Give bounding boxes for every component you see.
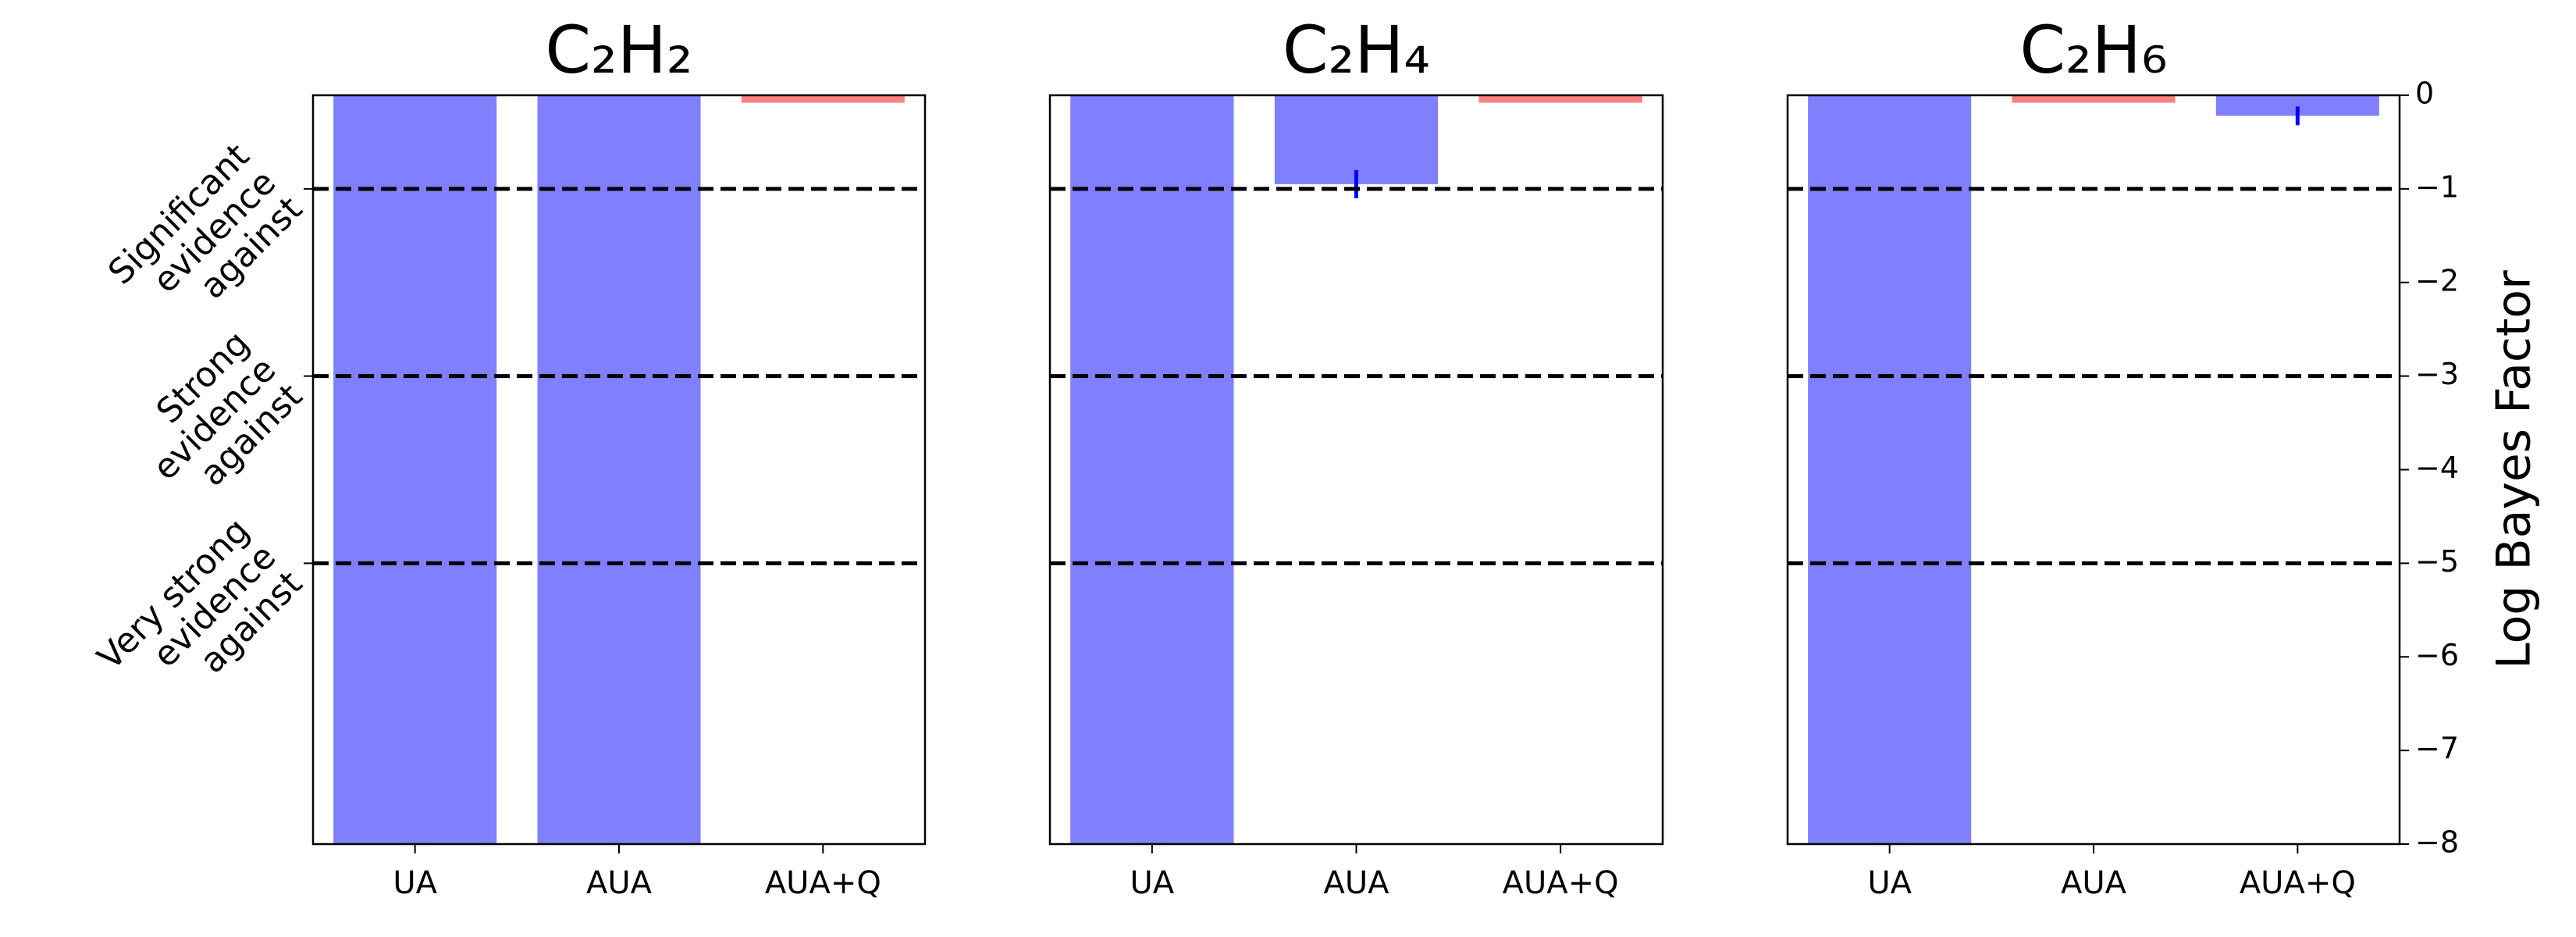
bar [333,95,497,844]
y-tick-label: −2 [2415,263,2459,297]
bar [1070,95,1234,844]
chart-title: C₂H₂ [545,12,692,88]
y-tick-label: −5 [2415,544,2459,579]
plot-area [1070,95,1642,844]
chart-title: C₂H₄ [1283,12,1430,88]
plot-area [1808,95,2379,844]
threshold-label: Very strongevidenceagainst [90,511,310,731]
y-tick-label: 0 [2415,77,2434,111]
y-tick-label: −3 [2415,357,2459,391]
x-tick-label: UA [1867,865,1912,901]
x-tick-label: AUA+Q [2240,865,2356,901]
bar [537,95,701,844]
x-tick-label: AUA+Q [765,865,881,901]
bar [1478,95,1642,103]
chart-title: C₂H₆ [2019,12,2167,88]
y-tick-label: −1 [2415,169,2459,204]
x-tick-label: AUA [2061,865,2127,901]
y-tick-label: −7 [2415,732,2459,766]
threshold-label: Significantevidenceagainst [101,136,310,345]
bar [2012,95,2176,103]
bar [1808,95,1972,844]
threshold-label: Strongevidenceagainst [119,323,310,515]
x-tick-label: AUA [586,865,653,901]
plot-area [333,95,905,844]
bar [741,95,905,103]
bar [1274,95,1439,184]
x-tick-label: AUA+Q [1503,865,1619,901]
x-tick-label: UA [393,865,437,901]
y-tick-label: −6 [2415,638,2459,672]
axes-frame [311,94,927,846]
x-tick-label: UA [1130,865,1175,901]
y-tick-label: −8 [2415,825,2459,860]
y-tick-label: −4 [2415,451,2459,485]
y-axis-label: Log Bayes Factor [2487,270,2542,669]
axes-frame [1048,94,1664,846]
x-tick-label: AUA [1323,865,1389,901]
